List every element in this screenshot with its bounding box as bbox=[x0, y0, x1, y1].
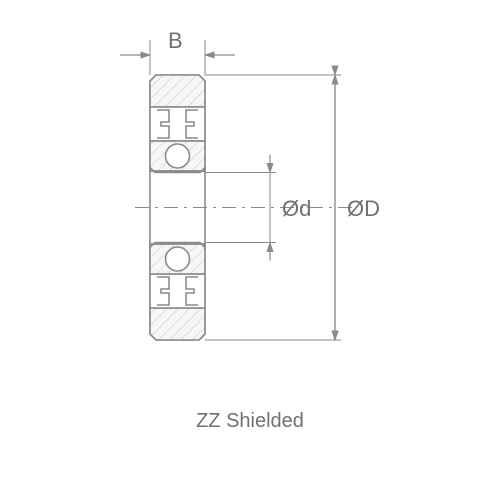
svg-text:ØD: ØD bbox=[347, 196, 380, 221]
svg-text:Ød: Ød bbox=[282, 196, 311, 221]
svg-text:B: B bbox=[168, 28, 183, 53]
caption: ZZ Shielded bbox=[0, 410, 500, 433]
